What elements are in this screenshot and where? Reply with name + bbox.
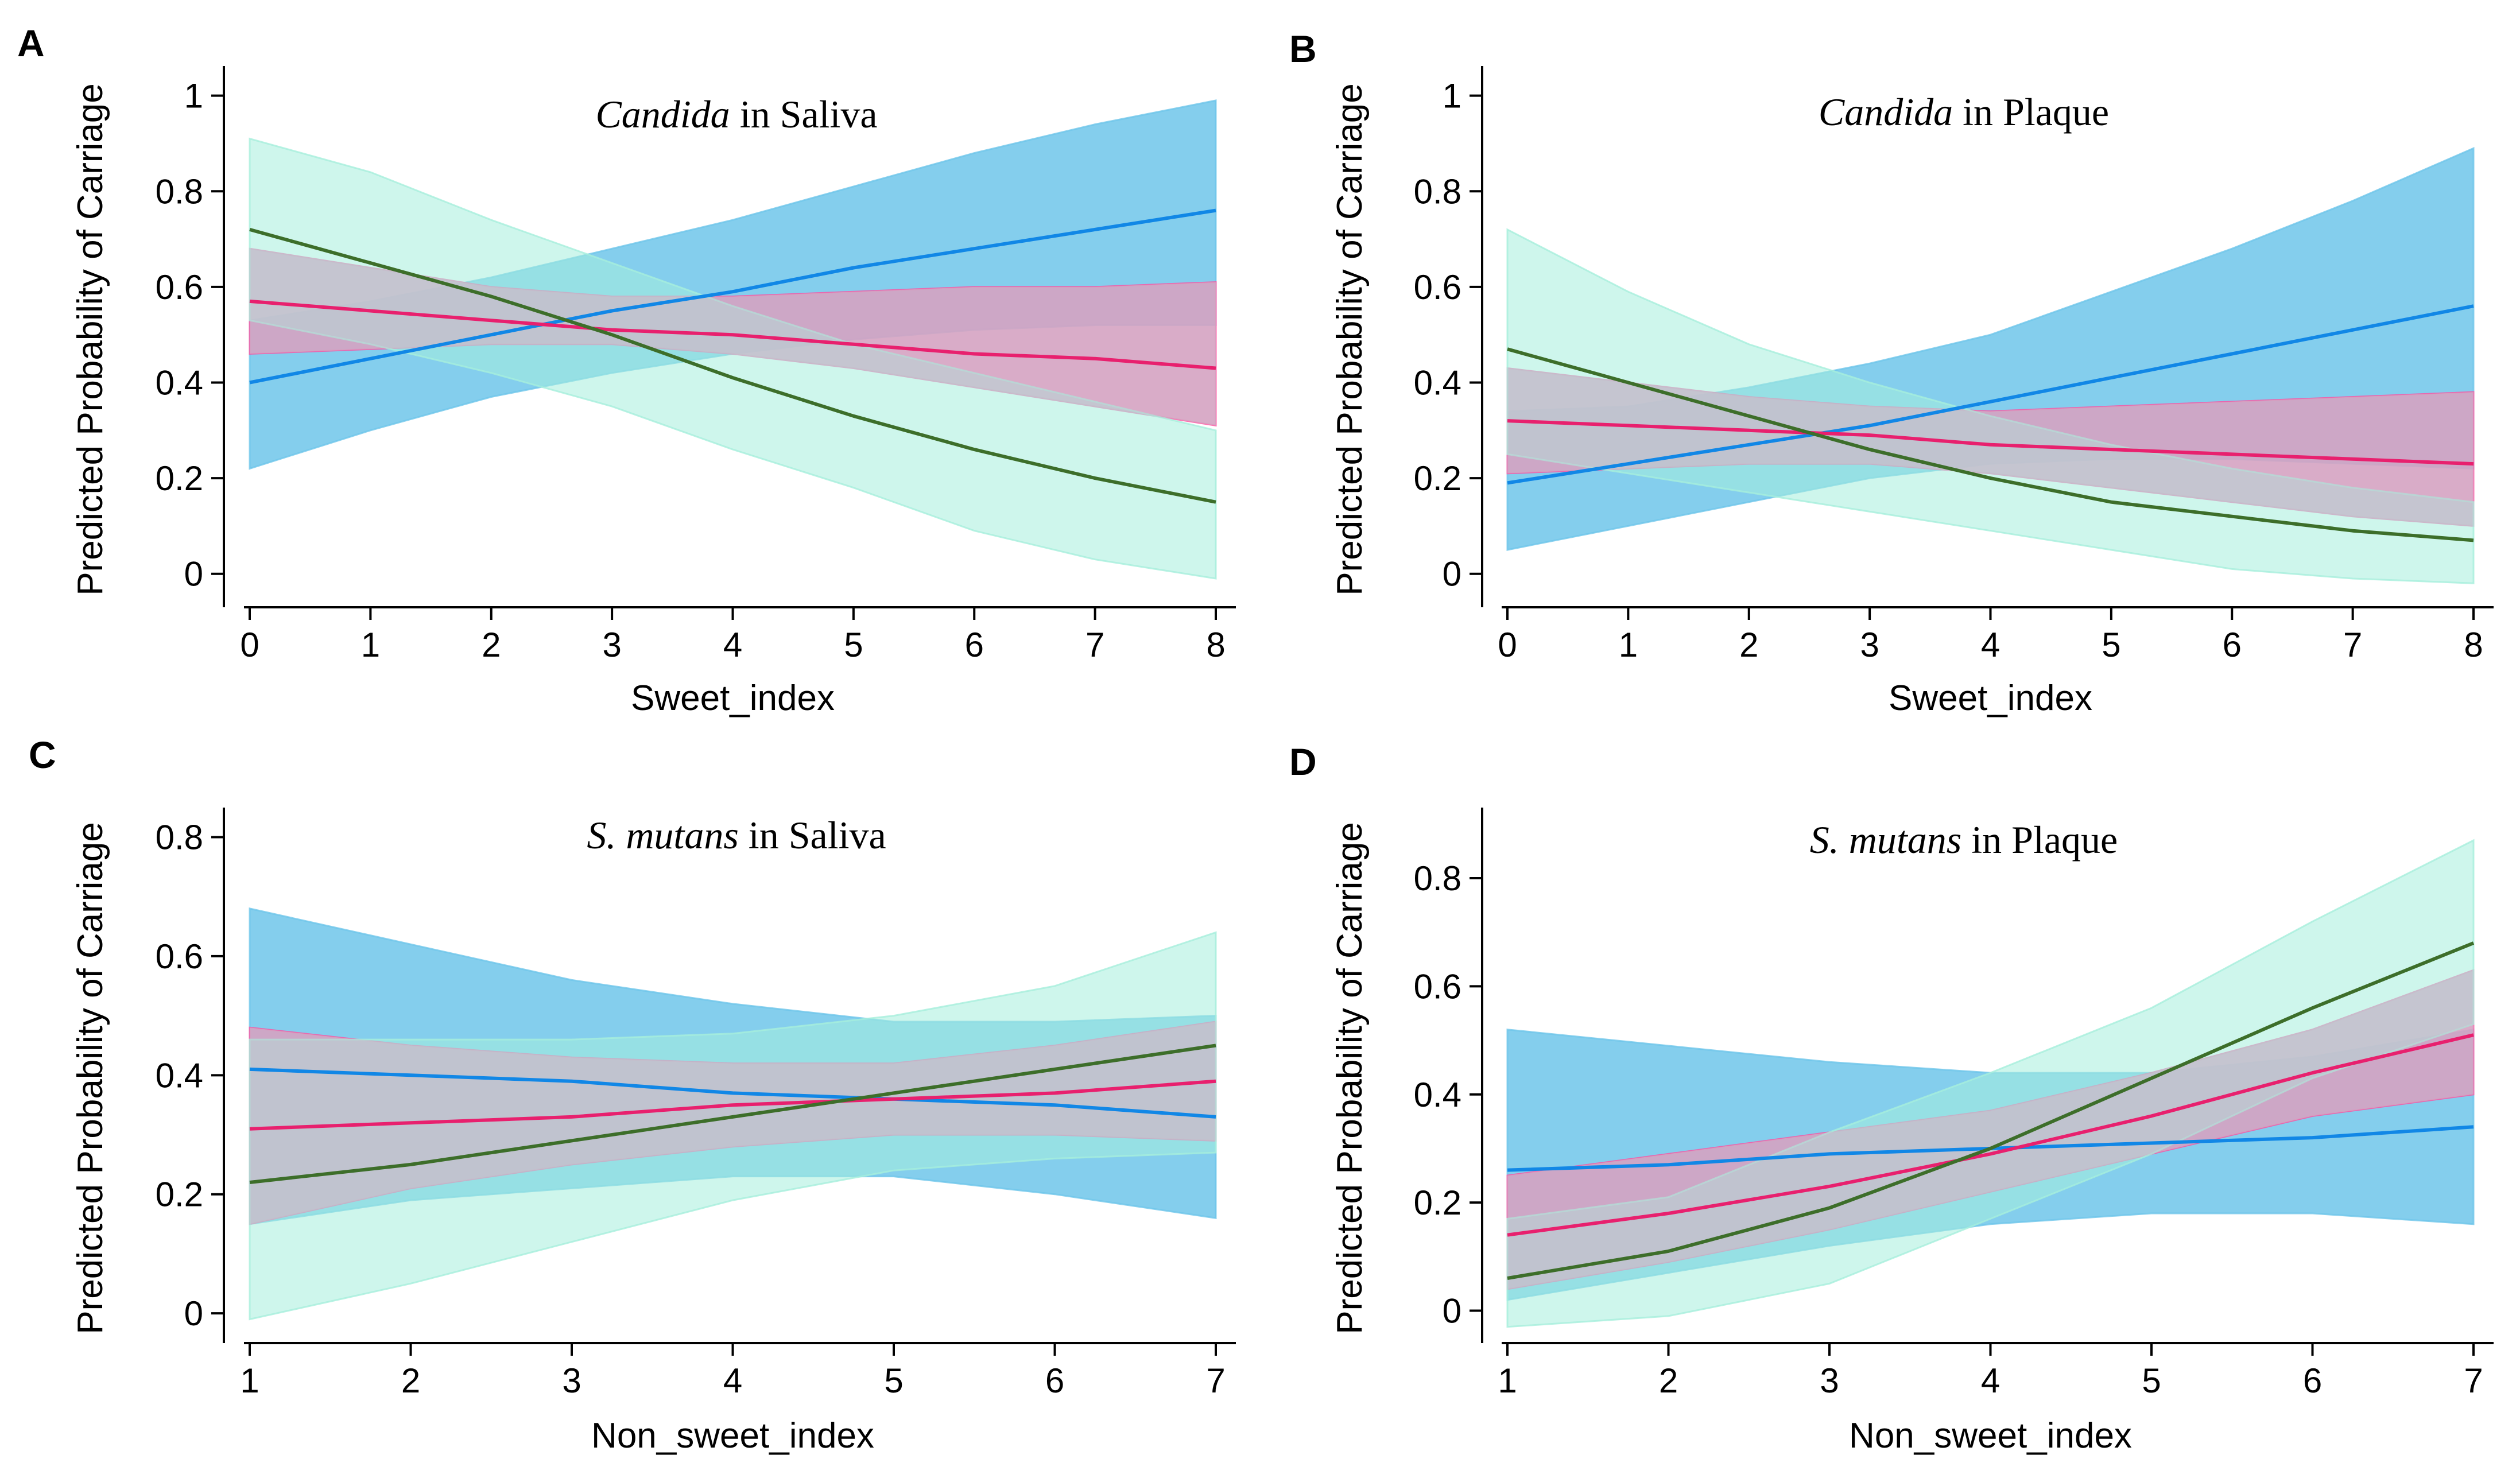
ci-band-overlap (1507, 970, 2474, 1289)
y-tick-label: 1 (184, 77, 203, 115)
series-line-blue (249, 208, 1216, 385)
x-tick-label: 3 (562, 1361, 581, 1400)
y-tick-label: 0.4 (156, 1056, 203, 1095)
y-tick-label: 0.6 (156, 268, 203, 307)
y-axis-title: Predicted Probability of Carriage (71, 822, 110, 1334)
x-tick-label: 7 (2464, 1361, 2483, 1400)
chart-title-sample: in Saliva (739, 813, 886, 857)
y-axis-title: Predicted Probability of Carriage (1330, 83, 1370, 596)
y-tick-label: 0.2 (1414, 459, 1461, 498)
x-tick-label: 1 (240, 1361, 259, 1400)
series-line-green (1507, 941, 2475, 1280)
series-line-pink (249, 299, 1216, 370)
y-tick-label: 0 (1443, 1291, 1461, 1330)
series-line-green (249, 228, 1216, 504)
y-tick-label: 0.6 (1414, 967, 1461, 1006)
chart-title: S. mutans in Plaque (1810, 818, 2118, 862)
x-tick-label: 8 (2464, 626, 2483, 664)
y-tick-label: 0.8 (156, 818, 203, 856)
y-tick-label: 0.4 (1414, 363, 1461, 402)
chart-title-species: S. mutans (1810, 818, 1961, 862)
chart-title-sample: in Plaque (1961, 818, 2118, 862)
x-tick-label: 2 (1739, 626, 1758, 664)
y-tick-label: 0 (1443, 555, 1461, 593)
panel-label-d: D (1289, 740, 1317, 783)
x-tick-label: 0 (240, 626, 259, 664)
x-tick-label: 5 (884, 1361, 903, 1400)
x-tick-label: 7 (1085, 626, 1104, 664)
chart-title-species: S. mutans (587, 813, 738, 857)
x-tick-label: 6 (2303, 1361, 2322, 1400)
series-line-pink (1507, 419, 2474, 466)
x-tick-label: 6 (965, 626, 984, 664)
panel-label-b: B (1289, 28, 1317, 70)
chart-title: S. mutans in Saliva (587, 813, 886, 857)
series-line-pink (249, 1079, 1216, 1131)
chart-panel-d: D 0 0.2 0.4 0.6 0.8 1 2 3 4 5 6 7 Non_sweet_index Pred… (1289, 740, 2494, 1456)
x-tick-label: 5 (844, 626, 863, 664)
y-tick-label: 0.8 (156, 172, 203, 211)
x-tick-label: 4 (1981, 626, 2000, 664)
series-line-green (1507, 347, 2474, 542)
chart-title: Candida in Plaque (1819, 90, 2109, 134)
x-tick-label: 5 (2102, 626, 2120, 664)
series-line-green (249, 1043, 1216, 1184)
ci-band-overlap (250, 1022, 1216, 1224)
chart-panel-b: B 0 0.2 0.4 0.6 0.8 1 0 1 2 3 4 5 6 7 8 Sweet_index Predi… (1289, 28, 2494, 718)
y-tick-label: 1 (1443, 77, 1461, 115)
y-tick-label: 0 (184, 1294, 203, 1333)
series-line-pink (1507, 1033, 2474, 1237)
y-tick-label: 0.6 (1414, 268, 1461, 307)
ci-band-green (249, 137, 1217, 580)
series-line-blue (1507, 304, 2474, 485)
y-axis-title: Predicted Probability of Carriage (1330, 822, 1370, 1334)
x-tick-label: 3 (1860, 626, 1879, 664)
x-axis-title: Non_sweet_index (1849, 1416, 2132, 1456)
y-tick-label: 0 (184, 555, 203, 593)
x-tick-label: 4 (723, 1361, 742, 1400)
x-axis-title: Sweet_index (631, 678, 835, 718)
x-tick-label: 2 (482, 626, 501, 664)
x-tick-label: 1 (1619, 626, 1638, 664)
chart-panel-c: C 0 0.2 0.4 0.6 0.8 1 2 3 4 5 6 7 Non_sweet_index Pred… (29, 734, 1236, 1456)
x-tick-label: 4 (1981, 1361, 2000, 1400)
chart-panel-a: A 0 0.2 0.4 0.6 0.8 1 0 1 2 3 4 5 6 7 8 Sweet_index Predi… (17, 22, 1236, 718)
x-tick-label: 6 (2223, 626, 2242, 664)
y-tick-label: 0.4 (156, 363, 203, 402)
x-tick-label: 3 (1820, 1361, 1839, 1400)
chart-title-species: Candida (1819, 90, 1953, 134)
x-tick-label: 2 (401, 1361, 420, 1400)
x-tick-label: 1 (361, 626, 380, 664)
y-tick-label: 0.6 (156, 937, 203, 976)
y-tick-label: 0.2 (156, 1175, 203, 1214)
x-tick-label: 0 (1498, 626, 1517, 664)
x-tick-label: 7 (1206, 1361, 1225, 1400)
y-tick-label: 0.8 (1414, 859, 1461, 898)
ci-band-overlap (1507, 368, 2474, 526)
x-tick-label: 3 (602, 626, 621, 664)
x-tick-label: 7 (2343, 626, 2362, 664)
x-tick-label: 1 (1498, 1361, 1517, 1400)
x-tick-label: 8 (1206, 626, 1225, 664)
x-tick-label: 6 (1045, 1361, 1064, 1400)
x-tick-label: 5 (2142, 1361, 2161, 1400)
y-tick-label: 0.8 (1414, 172, 1461, 211)
ci-band-overlap (250, 249, 1216, 426)
y-axis-title: Predicted Probability of Carriage (71, 83, 110, 596)
y-tick-label: 0.2 (156, 459, 203, 498)
y-tick-label: 0.2 (1414, 1184, 1461, 1222)
x-axis-title: Sweet_index (1889, 678, 2092, 718)
chart-title-sample: in Plaque (1953, 90, 2109, 134)
chart-title-sample: in Saliva (730, 92, 878, 136)
panel-label-c: C (29, 734, 56, 776)
y-tick-label: 0.4 (1414, 1076, 1461, 1114)
chart-title-species: Candida (595, 92, 730, 136)
chart-title: Candida in Saliva (595, 92, 877, 136)
panel-label-a: A (17, 22, 45, 64)
x-axis-title: Non_sweet_index (591, 1416, 874, 1456)
x-tick-label: 2 (1659, 1361, 1678, 1400)
x-tick-label: 4 (723, 626, 742, 664)
series-line-blue (249, 1067, 1216, 1119)
